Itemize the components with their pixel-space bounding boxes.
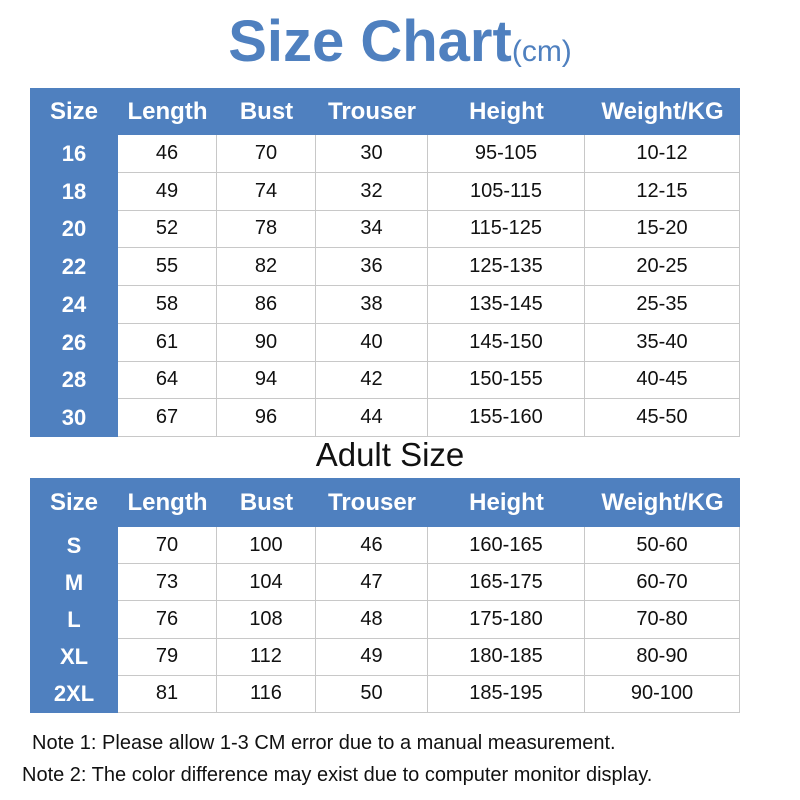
table-cell: 70 <box>217 135 316 173</box>
column-header: Bust <box>217 478 316 527</box>
row-header: M <box>30 564 118 602</box>
table-cell: 108 <box>217 601 316 639</box>
table-cell: 180-185 <box>428 638 585 676</box>
table-cell: 112 <box>217 638 316 676</box>
row-header: 18 <box>30 172 118 211</box>
table-cell: 36 <box>316 248 428 286</box>
table-cell: 74 <box>217 172 316 211</box>
column-header: Weight/KG <box>585 88 740 135</box>
row-header: 28 <box>30 361 118 400</box>
table-cell: 67 <box>118 399 217 437</box>
table-cell: 160-165 <box>428 527 585 565</box>
table-cell: 116 <box>217 675 316 713</box>
column-header: Size <box>30 478 118 527</box>
note: Note 1: Please allow 1-3 CM error due to… <box>32 732 616 754</box>
table-cell: 48 <box>316 601 428 639</box>
table-cell: 50 <box>316 675 428 713</box>
table-cell: 12-15 <box>585 172 740 211</box>
table-cell: 70 <box>118 527 217 565</box>
unit: (cm) <box>511 35 572 68</box>
column-header: Size <box>30 88 118 135</box>
table-cell: 32 <box>316 172 428 211</box>
row-header: 2XL <box>30 675 118 713</box>
title: Size Chart <box>228 9 512 74</box>
table-cell: 96 <box>217 399 316 437</box>
table-cell: 58 <box>118 286 217 324</box>
table-cell: 105-115 <box>428 172 585 211</box>
title-block: Size Chart(cm) <box>0 8 800 75</box>
table-cell: 35-40 <box>585 323 740 362</box>
table-cell: 125-135 <box>428 248 585 286</box>
table-cell: 90 <box>217 323 316 362</box>
table-cell: 40-45 <box>585 361 740 400</box>
row-header: 16 <box>30 135 118 173</box>
table-cell: 100 <box>217 527 316 565</box>
table-cell: 46 <box>118 135 217 173</box>
table-cell: 145-150 <box>428 323 585 362</box>
table-cell: 165-175 <box>428 564 585 602</box>
table-cell: 104 <box>217 564 316 602</box>
table-cell: 49 <box>316 638 428 676</box>
row-header: L <box>30 601 118 639</box>
table-cell: 70-80 <box>585 601 740 639</box>
column-header: Weight/KG <box>585 478 740 527</box>
table-cell: 175-180 <box>428 601 585 639</box>
table-cell: 46 <box>316 527 428 565</box>
table-cell: 80-90 <box>585 638 740 676</box>
row-header: 24 <box>30 286 118 324</box>
table-cell: 10-12 <box>585 135 740 173</box>
table-cell: 45-50 <box>585 399 740 437</box>
column-header: Bust <box>217 88 316 135</box>
table-cell: 155-160 <box>428 399 585 437</box>
row-header: XL <box>30 638 118 676</box>
table-cell: 135-145 <box>428 286 585 324</box>
table-cell: 79 <box>118 638 217 676</box>
table-cell: 78 <box>217 210 316 249</box>
table-cell: 25-35 <box>585 286 740 324</box>
row-header: S <box>30 527 118 565</box>
adult-heading: Adult Size <box>315 436 465 473</box>
table-cell: 50-60 <box>585 527 740 565</box>
table-cell: 81 <box>118 675 217 713</box>
note: Note 2: The color difference may exist d… <box>22 764 653 786</box>
row-header: 30 <box>30 399 118 437</box>
column-header: Length <box>118 88 217 135</box>
table-cell: 90-100 <box>585 675 740 713</box>
table-cell: 47 <box>316 564 428 602</box>
table-cell: 150-155 <box>428 361 585 400</box>
table-cell: 115-125 <box>428 210 585 249</box>
table-cell: 52 <box>118 210 217 249</box>
table-cell: 55 <box>118 248 217 286</box>
table-cell: 49 <box>118 172 217 211</box>
row-header: 26 <box>30 323 118 362</box>
table-cell: 185-195 <box>428 675 585 713</box>
table-cell: 95-105 <box>428 135 585 173</box>
table-cell: 38 <box>316 286 428 324</box>
table-cell: 82 <box>217 248 316 286</box>
table-cell: 94 <box>217 361 316 400</box>
table-cell: 61 <box>118 323 217 362</box>
table-cell: 42 <box>316 361 428 400</box>
table-cell: 15-20 <box>585 210 740 249</box>
table-cell: 64 <box>118 361 217 400</box>
table-cell: 40 <box>316 323 428 362</box>
table-cell: 44 <box>316 399 428 437</box>
column-header: Height <box>428 478 585 527</box>
table-cell: 20-25 <box>585 248 740 286</box>
row-header: 20 <box>30 210 118 249</box>
column-header: Trouser <box>316 88 428 135</box>
table-cell: 73 <box>118 564 217 602</box>
table-cell: 60-70 <box>585 564 740 602</box>
row-header: 22 <box>30 248 118 286</box>
column-header: Height <box>428 88 585 135</box>
column-header: Length <box>118 478 217 527</box>
table-cell: 30 <box>316 135 428 173</box>
table-cell: 86 <box>217 286 316 324</box>
table-cell: 34 <box>316 210 428 249</box>
table-cell: 76 <box>118 601 217 639</box>
column-header: Trouser <box>316 478 428 527</box>
